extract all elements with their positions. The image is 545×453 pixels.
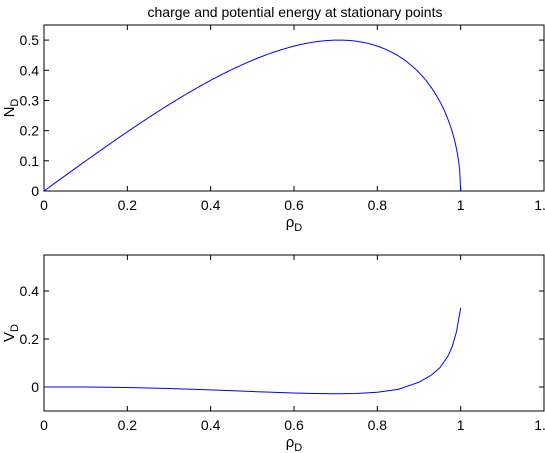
x-axis-label-main: ρ [286, 214, 295, 231]
plot-frame [43, 24, 545, 192]
y-axis-label: VD [1, 324, 21, 342]
y-tick-label: 0.2 [20, 123, 40, 139]
x-tick-label: 0.8 [368, 197, 388, 213]
x-tick-label: 0.4 [201, 417, 221, 433]
y-tick-label: 0.4 [20, 62, 40, 78]
x-tick-label: 0.2 [118, 197, 138, 213]
y-tick-label: 0.3 [20, 92, 40, 108]
x-tick-label: 0.6 [284, 417, 304, 433]
y-tick-label: 0.5 [20, 32, 40, 48]
x-axis-label: ρD [286, 214, 303, 234]
y-axis-label: ND [1, 99, 21, 118]
x-tick-label: 0.4 [201, 197, 221, 213]
series-line [43, 39, 462, 192]
x-tick-label: 0 [40, 417, 48, 433]
y-tick-label: 0 [31, 183, 39, 199]
x-tick-label: 0.8 [368, 417, 388, 433]
y-tick-label: 0.4 [20, 283, 40, 299]
series-line [44, 307, 462, 395]
y-tick-label: 0.1 [20, 153, 40, 169]
x-tick-label: 0.2 [118, 417, 138, 433]
x-tick-label: 0 [40, 197, 48, 213]
figure-title: charge and potential energy at stationar… [148, 4, 443, 20]
x-axis-label: ρD [286, 434, 303, 453]
x-axis-label-subscript: D [294, 442, 302, 453]
y-tick-label: 0 [31, 379, 39, 395]
y-axis-label-subscript: D [9, 99, 21, 107]
x-axis-label-subscript: D [294, 222, 302, 234]
x-axis-label-main: ρ [286, 434, 295, 451]
x-tick-label: 0.6 [284, 197, 304, 213]
y-tick-label: 0.2 [20, 331, 40, 347]
x-tick-label: 1.2 [534, 197, 545, 213]
x-tick-label: 1.2 [534, 417, 545, 433]
x-tick-label: 1 [457, 417, 465, 433]
y-axis-label-subscript: D [9, 324, 21, 332]
y-axis-label-main: V [1, 332, 18, 342]
y-axis-label-main: N [1, 107, 18, 118]
x-tick-label: 1 [457, 197, 465, 213]
